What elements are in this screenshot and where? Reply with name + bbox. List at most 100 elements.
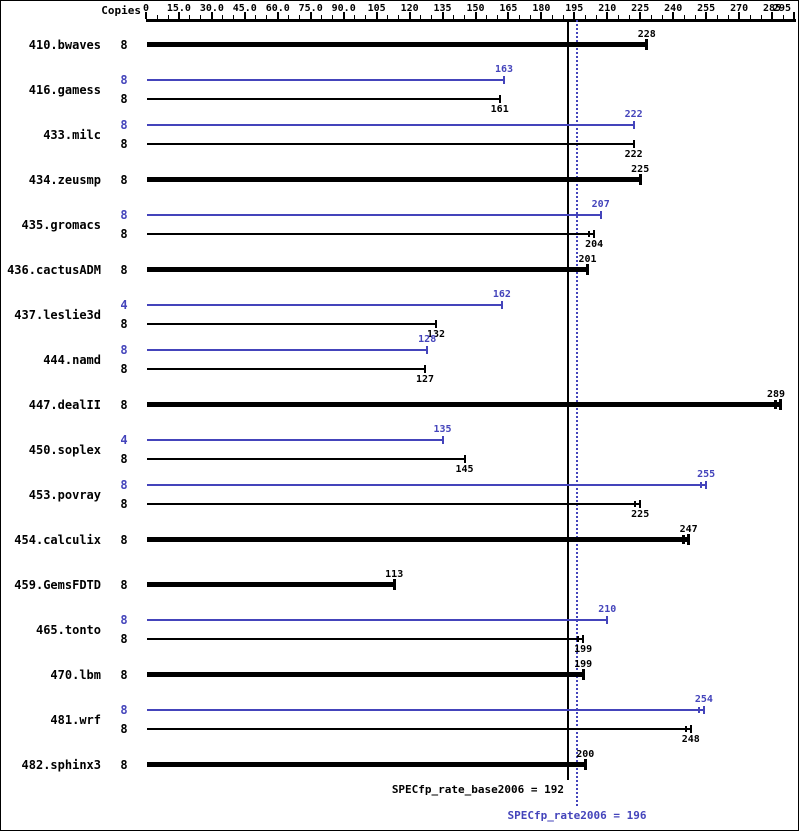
axis-minor-tick — [387, 15, 389, 19]
bar-value-label: 161 — [490, 103, 509, 115]
axis-major-tick — [639, 12, 642, 19]
axis-major-tick — [474, 12, 477, 19]
copies-value: 8 — [120, 451, 128, 466]
axis-major-tick — [210, 12, 213, 19]
bar-value-label: 225 — [631, 163, 650, 175]
copies-value: 8 — [120, 532, 128, 547]
axis-minor-tick — [299, 15, 301, 19]
axis-major-tick — [145, 12, 147, 19]
ref-line-peak — [575, 20, 578, 806]
base-bar — [147, 267, 588, 272]
axis-tick-label: 135 — [433, 3, 452, 14]
axis-minor-tick — [661, 15, 663, 19]
axis-major-tick — [342, 12, 345, 19]
bar-end-tick — [779, 399, 783, 410]
benchmark-label: 410.bwaves — [28, 37, 101, 52]
peak-bar — [147, 348, 428, 351]
peak-bar — [147, 438, 443, 441]
base-bar — [147, 177, 641, 182]
axis-minor-tick — [683, 15, 685, 19]
bar-end-tick — [638, 174, 642, 185]
benchmark-label: 433.milc — [43, 127, 101, 142]
bar-end-tick — [424, 364, 426, 373]
axis-tick-label: 0 — [142, 3, 150, 14]
base-bar — [147, 142, 634, 145]
peak-bar — [147, 618, 608, 621]
axis-minor-tick — [420, 15, 422, 19]
bar-median-tick — [634, 500, 637, 507]
bar-value-label: 128 — [418, 333, 437, 345]
bar-median-tick — [700, 481, 703, 488]
bar-end-tick — [441, 435, 444, 444]
axis-tick-label: 285 — [762, 3, 782, 14]
axis-tick-label: 15.0 — [166, 3, 191, 14]
benchmark-label: 481.wrf — [50, 712, 101, 727]
axis-minor-tick — [727, 15, 729, 19]
bar-end-tick — [632, 120, 635, 129]
copies-value: 4 — [120, 297, 128, 312]
copies-value: 8 — [120, 136, 128, 151]
axis-major-tick — [705, 12, 708, 19]
peak-bar — [147, 303, 502, 306]
peak-bar — [147, 708, 704, 711]
bar-end-tick — [435, 319, 437, 328]
axis-tick-label: 210 — [598, 3, 617, 14]
peak-bar — [147, 483, 707, 486]
bar-end-tick — [582, 634, 585, 643]
bar-value-label: 135 — [433, 423, 452, 435]
axis-tick-label: 45.0 — [232, 3, 257, 14]
bar-end-tick — [599, 210, 602, 219]
axis-tick-label: 255 — [697, 3, 716, 14]
axis-minor-tick — [760, 15, 762, 19]
bar-value-label: 113 — [385, 568, 404, 580]
bar-median-tick — [577, 635, 580, 642]
bar-end-tick — [632, 139, 635, 148]
axis-major-tick — [672, 12, 675, 19]
axis-tick-label: 240 — [664, 3, 683, 14]
benchmark-label: 434.zeusmp — [28, 172, 101, 187]
bar-end-tick — [705, 480, 708, 489]
axis-minor-tick — [266, 15, 268, 19]
bar-end-tick — [586, 264, 589, 275]
axis-minor-tick — [529, 15, 531, 19]
axis-tick-label: 60.0 — [265, 3, 290, 14]
axis-tick-label: 270 — [730, 3, 749, 14]
copies-value: 8 — [120, 612, 128, 627]
benchmark-label: 450.soplex — [28, 442, 101, 457]
axis-minor-tick — [365, 15, 367, 19]
axis-minor-tick — [233, 15, 235, 19]
base-bar — [147, 637, 584, 640]
bar-value-label: 199 — [574, 643, 593, 655]
axis-major-tick — [276, 12, 279, 19]
peak-bar — [147, 78, 504, 81]
axis-major-tick — [309, 12, 312, 19]
copies-value: 8 — [120, 496, 128, 511]
axis-minor-tick — [650, 15, 652, 19]
bar-end-tick — [639, 499, 642, 508]
bar-value-label: 132 — [426, 328, 446, 340]
bar-median-tick — [697, 706, 700, 713]
copies-value: 8 — [120, 226, 128, 241]
axis-tick-label: 225 — [631, 3, 650, 14]
axis-tick-label: 30.0 — [199, 3, 224, 14]
axis-minor-tick — [562, 15, 564, 19]
bar-value-label: 210 — [598, 603, 617, 615]
benchmark-label: 453.povray — [28, 487, 101, 502]
axis-minor-tick — [354, 15, 356, 19]
benchmark-label: 437.leslie3d — [14, 307, 101, 322]
bar-value-label: 247 — [679, 523, 698, 535]
base-bar — [147, 537, 689, 542]
bar-end-tick — [583, 759, 587, 770]
bar-value-label: 145 — [455, 463, 474, 475]
axis-tick-label: 295 — [772, 3, 792, 14]
bar-end-tick — [498, 94, 501, 103]
axis-minor-tick — [497, 15, 498, 19]
copies-value: 8 — [120, 37, 128, 52]
axis-major-tick — [177, 12, 180, 19]
bar-value-label: 201 — [578, 253, 597, 265]
base-bar — [147, 727, 691, 730]
base-bar — [147, 582, 395, 587]
axis-minor-tick — [453, 15, 454, 19]
ref-line-base — [566, 20, 569, 780]
base-bar — [147, 502, 641, 505]
